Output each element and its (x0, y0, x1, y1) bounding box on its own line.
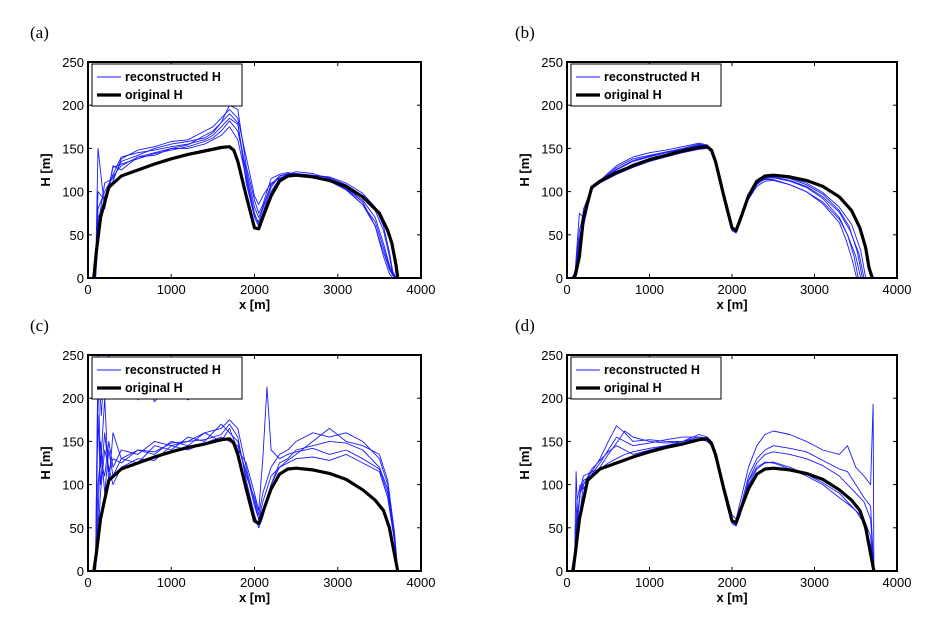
x-axis-label: x [m] (716, 297, 747, 312)
original-series-line (571, 145, 874, 278)
panel-b: (b) 0 1000 2000 3000 4000 0 50 100 150 200 250 x [m]… (515, 23, 911, 312)
legend-box (91, 63, 243, 107)
x-tick-label: 2000 (240, 575, 269, 590)
x-tick-label: 3000 (800, 575, 829, 590)
x-tick-label: 0 (84, 282, 91, 297)
x-axis-label: x [m] (239, 590, 270, 605)
y-tick-label: 200 (541, 391, 563, 406)
y-tick-label: 200 (541, 98, 563, 113)
y-tick-label: 100 (62, 185, 84, 200)
x-tick-label: 2000 (718, 282, 747, 297)
plot-area (571, 403, 876, 571)
y-axis-label: H [m] (517, 153, 532, 186)
y-axis-label: H [m] (38, 446, 53, 479)
x-axis-label: x [m] (716, 590, 747, 605)
y-tick-label: 50 (549, 228, 563, 243)
reconstructed-series-line (95, 415, 399, 571)
panel-a: (a) 0 1000 2000 3000 4000 0 50 100 150 200 250 x [m]… (30, 23, 435, 312)
reconstructed-series-line (95, 109, 396, 278)
x-tick-label: 4000 (883, 575, 912, 590)
y-tick-label: 0 (556, 271, 563, 286)
x-tick-label: 1000 (635, 575, 664, 590)
y-tick-label: 150 (62, 141, 84, 156)
reconstructed-series-line (573, 439, 875, 571)
original-series-line (571, 437, 876, 571)
y-tick-label: 250 (62, 348, 84, 363)
x-tick-label: 3000 (800, 282, 829, 297)
y-tick-label: 50 (70, 228, 84, 243)
y-tick-label: 100 (62, 478, 84, 493)
x-tick-label: 4000 (407, 575, 436, 590)
x-tick-label: 4000 (883, 282, 912, 297)
reconstructed-series-line (95, 120, 397, 278)
y-tick-label: 200 (62, 391, 84, 406)
y-tick-label: 250 (541, 55, 563, 70)
y-tick-label: 100 (541, 185, 563, 200)
panel-d: (d) 0 1000 2000 3000 4000 0 50 100 150 200 250 x [m]… (515, 316, 911, 605)
x-tick-label: 1000 (157, 575, 186, 590)
reconstructed-series-line (573, 438, 875, 571)
panel-label: (d) (515, 316, 535, 335)
y-tick-label: 150 (541, 434, 563, 449)
reconstructed-series-line (95, 371, 399, 571)
x-tick-label: 1000 (635, 282, 664, 297)
y-axis-label: H [m] (517, 446, 532, 479)
x-tick-label: 3000 (323, 282, 352, 297)
y-tick-label: 50 (549, 521, 563, 536)
reconstructed-series-line (95, 436, 399, 571)
panel-label: (c) (30, 316, 49, 335)
legend-label-reconstructed: reconstructed H (125, 70, 221, 84)
y-tick-label: 0 (77, 564, 84, 579)
x-tick-label: 0 (563, 575, 570, 590)
y-tick-label: 50 (70, 521, 84, 536)
y-tick-label: 0 (77, 271, 84, 286)
legend: reconstructed H original H (91, 356, 243, 400)
legend: reconstructed H original H (91, 63, 243, 107)
x-tick-label: 1000 (157, 282, 186, 297)
x-tick-label: 2000 (240, 282, 269, 297)
x-tick-label: 2000 (718, 575, 747, 590)
legend-label-original: original H (125, 88, 183, 102)
y-tick-label: 150 (541, 141, 563, 156)
reconstructed-series-line (95, 386, 399, 571)
legend-label-original: original H (604, 88, 662, 102)
legend-label-reconstructed: reconstructed H (604, 363, 700, 377)
plot-area (92, 104, 400, 278)
y-tick-label: 100 (541, 478, 563, 493)
y-axis-label: H [m] (38, 153, 53, 186)
x-tick-label: 0 (84, 575, 91, 590)
legend: reconstructed H original H (570, 63, 722, 107)
x-axis-label: x [m] (239, 297, 270, 312)
legend-label-original: original H (125, 381, 183, 395)
original-series-line (92, 145, 400, 278)
legend-label-reconstructed: reconstructed H (604, 70, 700, 84)
y-tick-label: 0 (556, 564, 563, 579)
y-tick-label: 150 (62, 434, 84, 449)
legend-box (570, 63, 722, 107)
y-tick-label: 250 (541, 348, 563, 363)
x-tick-label: 3000 (323, 575, 352, 590)
legend-label-original: original H (604, 381, 662, 395)
reconstructed-series-line (95, 113, 397, 278)
reconstructed-series-line (572, 144, 867, 278)
legend: reconstructed H original H (570, 356, 722, 400)
reconstructed-series-line (572, 142, 865, 278)
panel-c: (c) 0 1000 2000 3000 4000 0 50 100 150 200 250 x [m]… (30, 316, 435, 605)
panel-label: (b) (515, 23, 535, 42)
y-tick-label: 200 (62, 98, 84, 113)
legend-label-reconstructed: reconstructed H (125, 363, 221, 377)
panel-label: (a) (30, 23, 49, 42)
original-series-line (92, 437, 400, 571)
legend-box (570, 356, 722, 400)
x-tick-label: 4000 (407, 282, 436, 297)
y-tick-label: 250 (62, 55, 84, 70)
plot-area (571, 142, 874, 278)
legend-box (91, 356, 243, 400)
x-tick-label: 0 (563, 282, 570, 297)
